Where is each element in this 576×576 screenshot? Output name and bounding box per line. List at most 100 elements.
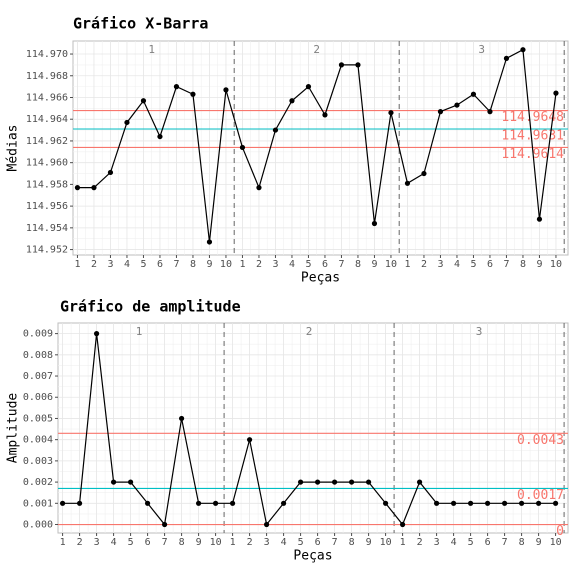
- point: [365, 479, 372, 485]
- control-label: 0.0017: [517, 488, 564, 503]
- y-tick-label: 0.008: [23, 350, 53, 361]
- y-tick-label: 114.956: [26, 201, 68, 212]
- x-tick-label: 9: [206, 259, 212, 270]
- y-tick-label: 114.960: [26, 158, 68, 169]
- y-tick-label: 0.004: [23, 435, 53, 446]
- point: [355, 62, 361, 68]
- x-tick-label: 1: [400, 537, 406, 548]
- point: [190, 91, 196, 97]
- point: [212, 500, 219, 506]
- x-tick-label: 3: [107, 259, 113, 270]
- control-label: 114.9648: [501, 110, 564, 125]
- x-tick-label: 7: [338, 259, 344, 270]
- point: [450, 500, 457, 506]
- group-label: 2: [306, 325, 313, 338]
- x-tick-label: 10: [550, 259, 562, 270]
- point: [289, 98, 295, 104]
- y-tick-label: 114.970: [26, 49, 68, 60]
- x-tick-label: 6: [485, 537, 491, 548]
- x-tick-label: 9: [366, 537, 372, 548]
- x-tick-label: 5: [305, 259, 311, 270]
- x-tick-label: 7: [503, 259, 509, 270]
- x-tick-label: 6: [322, 259, 328, 270]
- x-tick-label: 2: [247, 537, 253, 548]
- x-tick-label: 8: [355, 259, 361, 270]
- y-tick-label: 114.958: [26, 179, 68, 190]
- point: [206, 239, 213, 245]
- x-tick-label: 6: [145, 537, 151, 548]
- x-tick-label: 2: [256, 259, 262, 270]
- x-tick-label: 1: [230, 537, 236, 548]
- x-tick-label: 7: [332, 537, 338, 548]
- x-tick-label: 2: [77, 537, 83, 548]
- point: [76, 500, 83, 506]
- point: [404, 180, 411, 186]
- chart-title: Gráfico de amplitude: [60, 298, 241, 316]
- point: [140, 98, 147, 104]
- x-tick-label: 9: [196, 537, 202, 548]
- point: [552, 500, 559, 506]
- point: [127, 479, 134, 485]
- point: [433, 500, 440, 506]
- x-tick-label: 3: [434, 537, 440, 548]
- point: [437, 109, 444, 115]
- x-tick-label: 9: [536, 537, 542, 548]
- control-label: 0: [556, 524, 564, 539]
- group-label: 3: [478, 43, 485, 56]
- point: [388, 110, 394, 116]
- point: [467, 500, 474, 506]
- y-tick-label: 114.966: [26, 92, 68, 103]
- point: [223, 87, 229, 93]
- point: [93, 331, 100, 337]
- point: [399, 521, 406, 528]
- point: [518, 500, 525, 506]
- x-axis-title: Peças: [301, 271, 340, 286]
- point: [124, 119, 130, 126]
- point: [161, 521, 168, 528]
- x-tick-label: 3: [264, 537, 270, 548]
- x-tick-label: 4: [454, 259, 460, 270]
- x-tick-label: 1: [404, 259, 410, 270]
- x-tick-label: 4: [281, 537, 287, 548]
- x-tick-label: 10: [210, 537, 222, 548]
- y-axis-title: Médias: [6, 125, 21, 172]
- point: [195, 500, 202, 506]
- series-line: [62, 333, 556, 526]
- y-tick-label: 0.005: [23, 413, 53, 424]
- x-tick-label: 8: [519, 537, 525, 548]
- x-tick-label: 1: [239, 259, 245, 270]
- series-line: [77, 48, 557, 243]
- x-tick-label: 5: [128, 537, 134, 548]
- point: [371, 220, 378, 227]
- x-tick-label: 9: [371, 259, 377, 270]
- x-tick-label: 7: [162, 537, 168, 548]
- point: [272, 127, 279, 133]
- point: [246, 437, 253, 443]
- x-tick-label: 10: [220, 259, 232, 270]
- point: [59, 500, 66, 506]
- control-label: 0.0043: [517, 433, 564, 448]
- chart-title: Gráfico X-Barra: [73, 15, 208, 33]
- point: [297, 479, 304, 485]
- x-tick-label: 3: [437, 259, 443, 270]
- point: [331, 479, 338, 485]
- x-tick-label: 10: [550, 537, 562, 548]
- x-tick-label: 6: [157, 259, 163, 270]
- x-tick-label: 1: [60, 537, 66, 548]
- x-tick-label: 6: [487, 259, 493, 270]
- point: [382, 500, 389, 506]
- point: [157, 133, 163, 140]
- group-label: 1: [136, 325, 143, 338]
- x-tick-label: 7: [173, 259, 179, 270]
- point: [503, 55, 510, 61]
- x-tick-label: 4: [111, 537, 117, 548]
- point: [314, 479, 321, 485]
- point: [229, 500, 236, 506]
- point: [256, 185, 262, 191]
- y-tick-label: 114.952: [26, 245, 68, 256]
- point: [416, 479, 423, 485]
- point: [263, 521, 270, 528]
- group-label: 3: [476, 325, 483, 338]
- x-tick-label: 3: [272, 259, 278, 270]
